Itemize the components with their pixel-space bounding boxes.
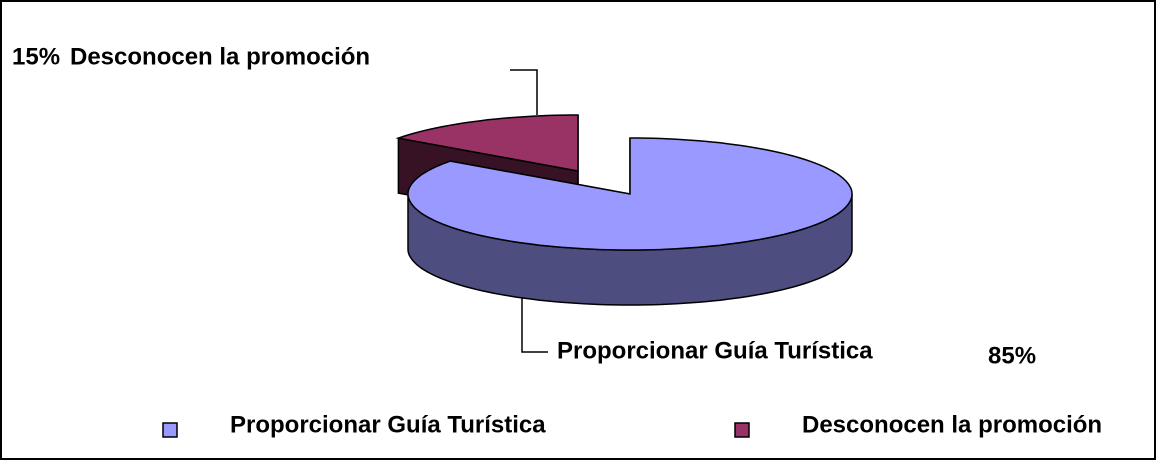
leader-line xyxy=(521,285,548,353)
slice-label: Desconocen la promoción xyxy=(70,43,370,70)
legend-swatch xyxy=(734,422,750,438)
leader-line xyxy=(510,69,538,115)
legend-label: Desconocen la promoción xyxy=(802,411,1102,438)
slice-label: Proporcionar Guía Turística xyxy=(557,337,873,364)
legend: Proporcionar Guía Turística Desconocen la… xyxy=(162,411,1102,438)
data-label: 85% xyxy=(988,342,1036,369)
slice xyxy=(407,137,853,251)
data-label: 15% xyxy=(12,43,60,70)
legend-label: Proporcionar Guía Turística xyxy=(230,411,546,438)
pie xyxy=(395,114,853,306)
slice xyxy=(395,114,579,172)
legend-swatch xyxy=(162,422,178,438)
